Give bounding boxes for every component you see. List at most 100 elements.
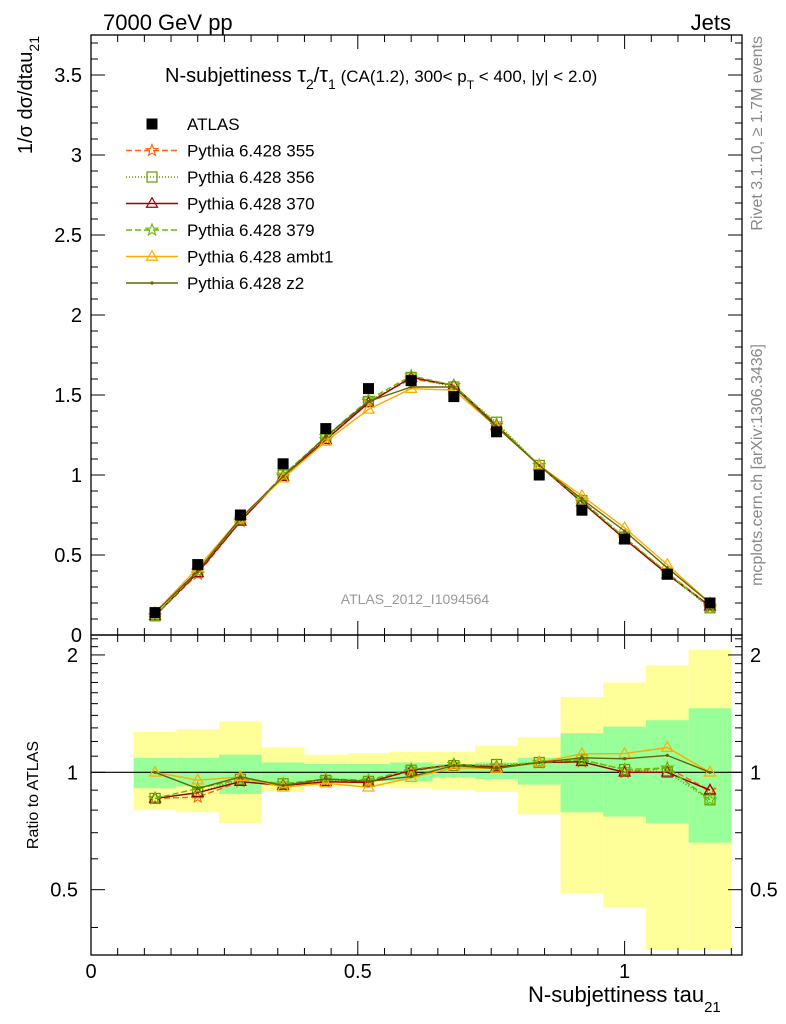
ratio-tick-label: 0.5 [50,880,78,902]
ratio-series-point [196,786,200,791]
atlas-data-point [661,568,673,580]
header-right-label: Jets [691,10,731,35]
ratio-series-point [318,771,333,786]
y-axis-label: 1/σ dσ/dtau21 [15,36,42,154]
series-point [537,463,541,467]
legend-marker [145,196,159,208]
series-point [366,399,371,403]
x-tick-label: 0.5 [344,961,372,983]
atlas-data-point [362,383,374,395]
ratio-series-point [281,783,285,788]
ratio-series-point [532,755,546,767]
series-point [665,566,669,570]
y-tick-label: 3 [71,145,82,167]
atlas-data-point [704,597,716,609]
series-line [154,387,711,614]
ratio-series-point [660,760,675,775]
series-point [196,569,200,573]
legend-label: Pythia 6.428 z2 [187,274,304,293]
ratio-series-point [153,770,157,774]
series-point [409,385,413,389]
legend-item: Pythia 6.428 356 [126,168,315,187]
ratio-series-point [532,754,547,769]
series-point [318,429,334,443]
ratio-series-point [324,777,328,781]
series-point [319,434,333,446]
x-axis-label: N-subjettiness tau21 [528,982,721,1016]
legend-marker [145,249,159,261]
legend-item: Pythia 6.428 z2 [126,274,304,293]
series-point [361,402,376,414]
ratio-series-point [276,780,290,792]
series-line [154,375,711,617]
ratio-tick-label: 1 [750,762,761,784]
series-line [154,378,711,617]
legend-marker [146,171,158,183]
ratio-series-point [580,756,584,760]
legend-marker [150,281,154,285]
legend-label: Pythia 6.428 379 [187,221,315,240]
y-tick-label: 2 [71,305,82,327]
legend-item: ATLAS [146,115,240,134]
x-tick-label: 0 [85,961,96,983]
legend-marker [144,222,160,237]
ratio-uncertainty-bands [133,649,732,951]
legend-item: Pythia 6.428 ambt1 [126,248,333,267]
stat-uncertainty-band [261,762,305,785]
ratio-series-point [623,757,627,761]
ratio-series-point [361,780,376,792]
ratio-series-line [154,759,711,801]
legend-item: Pythia 6.428 355 [126,142,315,161]
atlas-data-point [619,533,631,545]
series-point [447,378,461,390]
series-point [324,435,328,439]
legend-label: ATLAS [187,115,240,134]
series-line [154,376,711,617]
legend-label: Pythia 6.428 356 [187,168,315,187]
ratio-series-point [409,775,413,779]
ratio-tick-label: 2 [67,645,78,667]
ratio-series-point [238,775,243,779]
series-point [452,385,456,389]
analysis-watermark: ATLAS_2012_I1094564 [341,591,490,607]
legend-item: Pythia 6.428 379 [126,221,315,240]
mcplots-credit-label: mcplots.cern.ch [arXiv:1306.3436] [749,344,766,586]
atlas-data-point [576,504,588,516]
stat-uncertainty-band [688,708,732,843]
atlas-data-point [192,559,204,571]
series-point [532,457,547,472]
y-tick-label: 2.5 [54,225,82,247]
ratio-series-point [708,770,712,774]
ratio-series-point [148,765,162,777]
legend-marker [146,118,158,130]
series-point [281,475,285,479]
ratio-series-point [617,761,632,776]
y-tick-label: 0 [71,625,82,647]
series-point [532,458,546,470]
legend-label: Pythia 6.428 370 [187,195,315,214]
ratio-tick-label: 0.5 [750,880,778,902]
ratio-series-point [702,792,718,806]
mc-series [153,385,712,791]
ratio-series-line [154,754,711,790]
ratio-series-point [452,764,456,768]
y-tick-label: 3.5 [54,65,82,87]
y-tick-label: 1 [71,465,82,487]
ratio-tick-label: 1 [67,762,78,784]
rivet-version-label: Rivet 3.1.10, ≥ 1.7M events [749,36,766,231]
axes-ticks: 0 0.5 1 0 0.5 1 1.5 2 2.5 3 3.5 0.5 0.5 1 1 2 2 [50,35,778,983]
series-point [276,471,290,483]
atlas-data-point [320,423,332,435]
header-left-label: 7000 GeV pp [103,10,233,35]
ratio-series-point [494,766,499,770]
y-tick-label: 1.5 [54,385,82,407]
series-line [154,386,711,614]
atlas-data-point [533,469,545,481]
x-tick-label: 1 [619,961,630,983]
ratio-series-point [537,760,541,765]
series-line [154,376,711,617]
ratio-series-point [191,773,205,785]
atlas-data-point [149,607,161,619]
ratio-tick-label: 2 [750,645,761,667]
